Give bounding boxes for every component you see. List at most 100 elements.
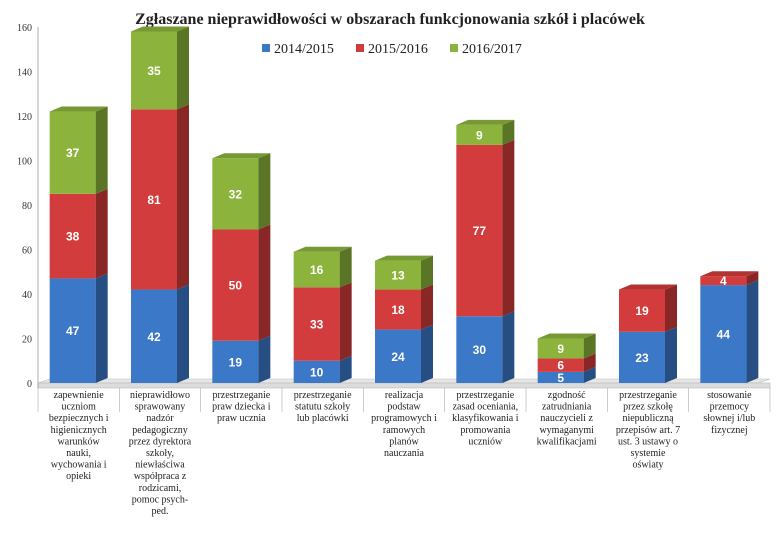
bar-segment — [49, 111, 96, 194]
category-label-line: higienicznych — [51, 425, 107, 436]
category-label-line: sprawowany — [135, 402, 186, 413]
bar-segment-side — [502, 311, 515, 383]
bars — [49, 26, 759, 383]
category-label-line: ust. 3 ustawy o — [618, 436, 678, 447]
category-label-line: promowania — [460, 425, 511, 436]
bar-top-face — [537, 333, 596, 339]
category-label: przestrzeganie zasad oceniania, klasyfikow… — [452, 390, 519, 447]
bar-segment-side — [95, 273, 108, 383]
category-label-line: zapewnienie — [54, 390, 105, 401]
bar-segment — [49, 193, 96, 279]
category-label: realizacja podstaw programowych i ramowych p… — [371, 390, 437, 459]
y-tick-label: 60 — [22, 246, 32, 257]
bar-segment-side — [421, 255, 433, 290]
bar-segment — [700, 285, 747, 383]
category-label-line: przestrzeganie — [212, 390, 270, 401]
legend: 2014/2015 2015/2016 2016/2017 — [262, 42, 522, 57]
data-label: 6 — [557, 359, 564, 373]
category-label-line: ramowych — [383, 425, 425, 436]
bar-top-face — [619, 284, 677, 290]
bar-segment-side — [746, 280, 759, 383]
bar-segment — [293, 287, 340, 361]
bar-segment — [619, 289, 665, 332]
y-axis: 0 20 40 60 80 100 120 140 160 — [17, 23, 39, 390]
category-label-line: zasad oceniania, — [453, 402, 519, 413]
category-label: przestrzeganie praw dziecka i praw ucznia — [212, 390, 271, 424]
legend-label: 2015/2016 — [368, 42, 428, 57]
bar-top-face — [456, 119, 515, 125]
data-label: 13 — [391, 269, 405, 283]
category-label-line: słownej i/lub — [703, 413, 755, 424]
legend-label: 2014/2015 — [274, 42, 334, 57]
bar-segment-side — [95, 106, 108, 194]
legend-swatch — [450, 44, 458, 52]
bar-segment — [375, 329, 421, 383]
category-label-line: oświaty — [632, 460, 663, 471]
category-label-line: klasyfikowania i — [452, 413, 519, 424]
data-label: 16 — [310, 263, 324, 277]
category-label-line: opieki — [66, 471, 91, 482]
y-tick-label: 0 — [27, 379, 32, 390]
category-label: zapewnienie uczniom bezpiecznych i higienic… — [49, 390, 109, 482]
y-tick-label: 140 — [17, 68, 32, 79]
bar-segment — [131, 289, 177, 383]
category-label-line: przepisów art. 7 — [616, 425, 680, 436]
y-tick-label: 100 — [17, 157, 32, 168]
category-label-line: rodzicami, — [139, 483, 181, 494]
bar-segment — [537, 371, 584, 383]
category-label-line: uczniów — [468, 436, 503, 447]
bar-top-face — [49, 106, 108, 112]
category-label-line: wychowania i — [51, 460, 107, 471]
category-label-line: praw ucznia — [217, 413, 266, 424]
data-label: 77 — [473, 224, 487, 238]
bar-segment — [619, 331, 665, 383]
category-label: stosowanie przemocy słownej i/lub fizycznej — [703, 390, 755, 436]
bar-segment — [375, 260, 421, 290]
category-label-line: warunków — [58, 436, 101, 447]
bar-segment-side — [95, 188, 108, 279]
category-label-line: nauczycieli z — [540, 413, 593, 424]
category-label-line: nauczania — [384, 448, 425, 459]
bar-segment-side — [177, 26, 189, 110]
category-label-line: lub placówki — [297, 413, 349, 424]
bar-top-face — [293, 246, 352, 252]
data-labels: 47 38 37 42 81 35 19 50 32 10 33 16 24 18 13 30 77 9 56 9 23… — [66, 64, 730, 385]
legend-swatch — [356, 44, 364, 52]
category-label-line: zgodność — [548, 390, 586, 401]
bar-segment — [456, 316, 503, 383]
bar-segment — [537, 338, 584, 359]
category-label-line: przez dyrektora — [129, 436, 192, 447]
category-label-line: nieprawidłowo — [130, 390, 190, 401]
legend-swatch — [262, 44, 270, 52]
data-label: 10 — [310, 365, 324, 379]
chart-floor-front — [37, 382, 771, 389]
y-tick-label: 80 — [22, 201, 32, 212]
category-label-line: programowych i — [371, 413, 437, 424]
category-label-line: statutu szkoły — [295, 402, 350, 413]
y-tick-label: 20 — [22, 335, 32, 346]
category-label-line: przemocy — [710, 402, 749, 413]
bar-segment-side — [583, 366, 596, 383]
category-label-line: fizycznej — [711, 425, 748, 436]
category-label-line: systemie — [631, 448, 667, 459]
bar-top-face — [700, 271, 759, 277]
data-label: 37 — [66, 146, 80, 160]
bar-segment-side — [421, 324, 433, 383]
data-label: 47 — [66, 324, 80, 338]
bar-segment — [537, 358, 584, 372]
category-label-line: podstaw — [387, 402, 421, 413]
category-labels: zapewnienie uczniom bezpiecznych i higienic… — [37, 388, 771, 517]
bar-segment — [131, 31, 177, 110]
bar-segment — [700, 276, 747, 286]
data-label: 42 — [147, 330, 161, 344]
category-label-line: bezpiecznych i — [49, 413, 109, 424]
category-label-line: niepubliczną — [622, 413, 674, 424]
data-label: 33 — [310, 318, 324, 332]
category-label-line: pedagogiczny — [132, 425, 188, 436]
category-label-line: przez szkołę — [623, 402, 673, 413]
bar-segment-side — [502, 119, 515, 145]
bar-segment-side — [177, 104, 189, 290]
y-tick-label: 40 — [22, 290, 32, 301]
category-label-line: praw dziecka i — [212, 402, 271, 413]
